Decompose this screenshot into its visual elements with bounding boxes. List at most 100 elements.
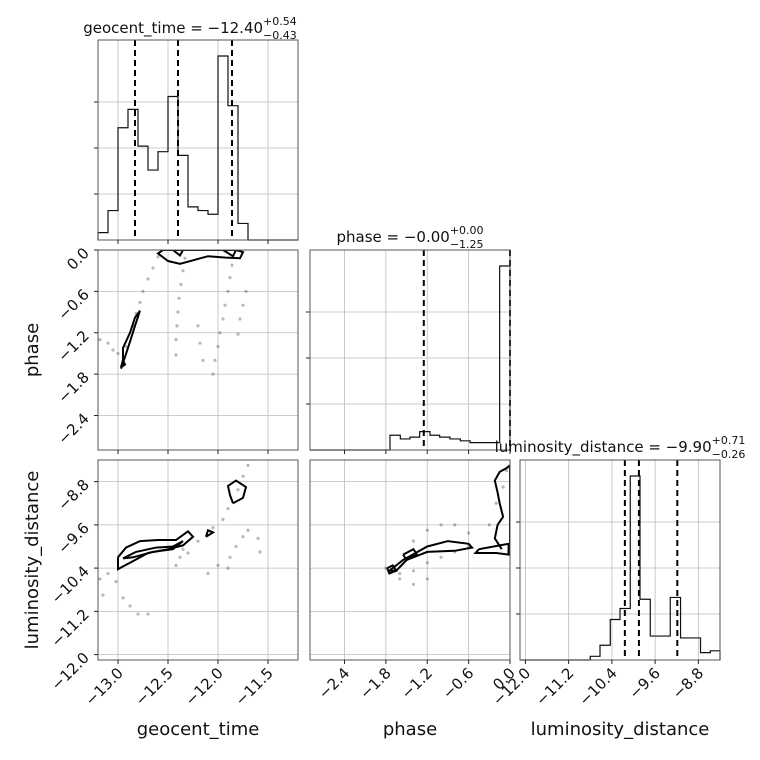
sample-point — [206, 571, 210, 576]
sample-point — [425, 577, 429, 581]
sample-point — [174, 338, 178, 342]
panel-frame — [309, 249, 511, 451]
sample-point — [156, 255, 160, 259]
density-contour — [120, 357, 127, 369]
sample-point — [114, 580, 118, 584]
title-lower-error: −0.26 — [712, 448, 746, 461]
x-tick-label: −0.6 — [439, 664, 477, 702]
sample-point — [241, 303, 245, 307]
sample-point — [241, 535, 245, 539]
sample-point — [453, 523, 457, 527]
sample-point — [178, 555, 182, 559]
sample-point — [198, 341, 202, 345]
sample-point — [411, 569, 416, 573]
sample-point — [98, 338, 102, 342]
sample-point — [116, 351, 120, 356]
y-axis-label-phase: phase — [22, 323, 43, 377]
sample-point — [138, 300, 142, 305]
sample-point — [121, 596, 125, 600]
sample-point — [226, 289, 230, 293]
title-upper-error: +0.54 — [263, 15, 297, 28]
sample-point — [124, 344, 128, 349]
sample-point — [425, 561, 429, 565]
svg-text:phase = −0.00+0.00−1.25: phase = −0.00+0.00 −1.25 — [336, 224, 483, 251]
title-value: geocent_time = −12.40 — [83, 19, 263, 38]
sample-point — [101, 593, 105, 597]
sample-point — [226, 566, 230, 570]
sample-point — [246, 528, 250, 532]
density-contour — [388, 540, 475, 572]
panel-frame — [97, 39, 299, 241]
y-tick-label: −1.2 — [54, 327, 92, 365]
y-tick-label: −0.6 — [54, 285, 92, 323]
y-tick-label: −9.6 — [54, 519, 92, 557]
density-contour — [222, 250, 238, 258]
sample-point — [238, 317, 242, 321]
sample-point — [211, 372, 215, 376]
sample-point — [186, 551, 190, 555]
x-axis-label-luminosity_distance: luminosity_distance — [531, 719, 710, 740]
sample-point — [183, 256, 187, 260]
sample-point — [146, 612, 150, 616]
y-tick-label: −12.0 — [48, 649, 93, 694]
sample-point — [398, 571, 402, 576]
sample-point — [256, 536, 260, 540]
panel-title-geocent_time: geocent_time = −12.40+0.54 −0.43 — [83, 15, 297, 42]
sample-point — [196, 539, 200, 543]
title-upper-error: +0.71 — [712, 434, 746, 447]
sample-point — [504, 469, 509, 473]
density-contour — [493, 464, 510, 550]
x-tick-label: −13.0 — [82, 664, 127, 709]
sample-point — [216, 563, 220, 568]
sample-point — [128, 604, 132, 608]
panel-title-luminosity_distance: luminosity_distance = −9.90+0.71 −0.26 — [495, 434, 746, 461]
sample-point — [201, 358, 205, 362]
sample-point — [258, 550, 262, 554]
density-contour — [117, 530, 195, 571]
sample-point — [216, 344, 220, 349]
sample-point — [439, 555, 443, 559]
sample-point — [174, 353, 178, 357]
y-tick-label: −8.8 — [54, 476, 92, 514]
title-value: luminosity_distance = −9.90 — [495, 438, 712, 457]
sample-point — [234, 544, 238, 549]
sample-point — [181, 547, 185, 551]
sample-point — [221, 517, 225, 522]
sample-point — [230, 263, 234, 267]
x-axis-label-phase: phase — [383, 719, 437, 740]
panel-frame — [309, 459, 511, 661]
y-tick-label: −1.8 — [54, 368, 92, 406]
panel-frame — [519, 459, 721, 661]
sample-point — [176, 310, 180, 314]
sample-point — [218, 331, 222, 335]
sample-point — [213, 358, 217, 362]
sample-point — [151, 266, 155, 270]
x-tick-label: −2.4 — [315, 664, 353, 702]
y-tick-label: −10.4 — [48, 562, 93, 607]
panel-geocent_time-vs-luminosity_distance: −13.0 −12.5 −12.0 −11.5−12.0−11.2−10.4−9.6−… — [48, 459, 299, 709]
sample-point — [181, 269, 185, 273]
sample-point — [411, 582, 416, 586]
density-contour — [156, 250, 245, 265]
sample-point — [246, 463, 250, 468]
y-axis-label-luminosity_distance: luminosity_distance — [22, 471, 43, 650]
panel-luminosity_distance-hist: −12.0−11.2−10.4 −9.6 −8.8 — [489, 459, 721, 709]
sample-point — [487, 523, 491, 527]
panel-phase-vs-luminosity_distance: −2.4 −1.8 −1.2 −0.6 0.0 — [309, 459, 519, 703]
title-value: phase = −0.00 — [336, 228, 449, 246]
x-tick-label: −9.6 — [625, 664, 663, 702]
sample-point — [228, 555, 232, 559]
density-contour — [473, 542, 510, 556]
x-tick-label: −12.5 — [132, 664, 177, 709]
sample-point — [146, 277, 150, 281]
sample-point — [236, 332, 240, 336]
panel-geocent_time-vs-phase: −2.4 −1.8−1.2 −0.6 0.0 — [54, 244, 299, 454]
y-tick-label: −2.4 — [54, 410, 92, 448]
sample-point — [236, 488, 240, 492]
sample-point — [136, 612, 140, 616]
sample-point — [177, 296, 181, 300]
density-contour — [402, 547, 419, 562]
sample-point — [494, 501, 498, 505]
sample-point — [106, 341, 110, 345]
